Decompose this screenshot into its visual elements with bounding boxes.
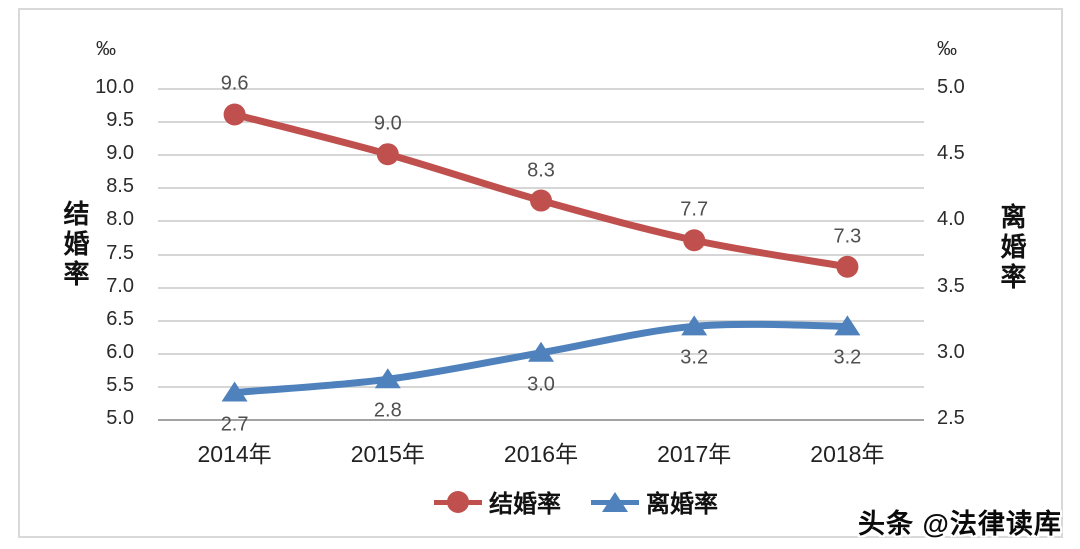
marriage-rate-point-marker [376, 143, 399, 166]
divorce-rate-point-marker [681, 315, 708, 336]
gridline [158, 385, 924, 388]
legend-circle-marker-icon [434, 490, 482, 514]
x-tick-label: 2017年 [657, 441, 732, 467]
legend-label: 离婚率 [646, 492, 718, 518]
y-tick-label-right: 5.0 [937, 76, 965, 98]
divorce-rate-data-label: 3.2 [680, 346, 709, 369]
legend-label: 结婚率 [489, 492, 561, 518]
right-axis-title: 离婚率 [997, 203, 1026, 293]
marriage-rate-point-marker [836, 255, 859, 278]
x-tick-label: 2015年 [350, 441, 425, 467]
y-tick-label-left: 7.5 [106, 241, 134, 264]
gridline [158, 187, 924, 190]
legend-triangle-marker-icon [591, 490, 639, 514]
y-tick-label-left: 9.5 [106, 109, 134, 132]
divorce-rate-data-label: 2.8 [373, 399, 402, 422]
divorce-rate-data-label: 2.7 [220, 413, 249, 436]
gridline [158, 88, 924, 90]
marriage-rate-point-marker [223, 103, 246, 126]
y-tick-label-right: 4.5 [937, 142, 965, 165]
x-tick-label: 2016年 [503, 441, 579, 467]
y-tick-label-left: 5.5 [106, 373, 134, 396]
gridline [158, 253, 924, 256]
y-tick-label-right: 2.5 [937, 407, 965, 429]
gridline [158, 319, 924, 322]
divorce-rate-point-marker [528, 341, 554, 362]
watermark: 头条 @法律读库 [858, 509, 1062, 539]
y-tick-label-right: 3.0 [937, 340, 965, 363]
marriage-rate-data-label: 9.0 [373, 112, 402, 135]
right-axis-unit: ‰ [937, 38, 957, 60]
left-axis-unit: ‰ [96, 38, 116, 60]
series-lines-svg [221, 103, 861, 402]
y-tick-label-left: 8.5 [106, 175, 134, 198]
marriage-rate-point-marker [683, 229, 706, 252]
y-tick-label-left: 8.0 [106, 208, 134, 231]
y-tick-label-left: 5.0 [106, 407, 134, 429]
gridline [158, 220, 924, 223]
divorce-rate-point-marker [221, 381, 248, 402]
gridline [158, 286, 924, 289]
divorce-rate-point-marker [374, 368, 401, 389]
chart-frame: ‰ ‰ 结婚率 离婚率 10.0 9.5 9.0 8.5 8.0 7.5 7.0 6.5 6.0… [18, 8, 1063, 539]
y-tick-label-left: 10.0 [95, 76, 134, 98]
marriage-rate-point-marker [530, 189, 552, 212]
marriage-rate-data-label: 7.3 [833, 225, 862, 248]
y-tick-label-left: 9.0 [106, 142, 134, 165]
marriage-rate-data-label: 7.7 [680, 198, 709, 221]
legend-item: 结婚率 [434, 484, 561, 519]
marriage-rate-data-label: 8.3 [527, 159, 555, 182]
y-tick-label-left: 6.0 [106, 340, 134, 363]
gridline [158, 121, 924, 124]
x-tick-label: 2014年 [197, 441, 272, 467]
y-tick-label-left: 6.5 [106, 307, 134, 330]
divorce-rate-point-marker [834, 315, 861, 336]
y-tick-label-left: 7.0 [106, 274, 134, 297]
x-axis-line [158, 419, 924, 421]
y-tick-label-right: 3.5 [937, 274, 965, 297]
left-axis-title: 结婚率 [60, 200, 89, 290]
x-tick-label: 2018年 [810, 441, 885, 467]
marriage-rate-data-label: 9.6 [220, 72, 249, 95]
divorce-rate-data-label: 3.0 [527, 373, 555, 396]
divorce-rate-data-label: 3.2 [833, 346, 862, 369]
y-tick-label-right: 4.0 [937, 208, 965, 231]
chart-legend: 结婚率 离婚率 [434, 484, 718, 519]
gridline [158, 154, 924, 157]
legend-item: 离婚率 [591, 484, 718, 519]
